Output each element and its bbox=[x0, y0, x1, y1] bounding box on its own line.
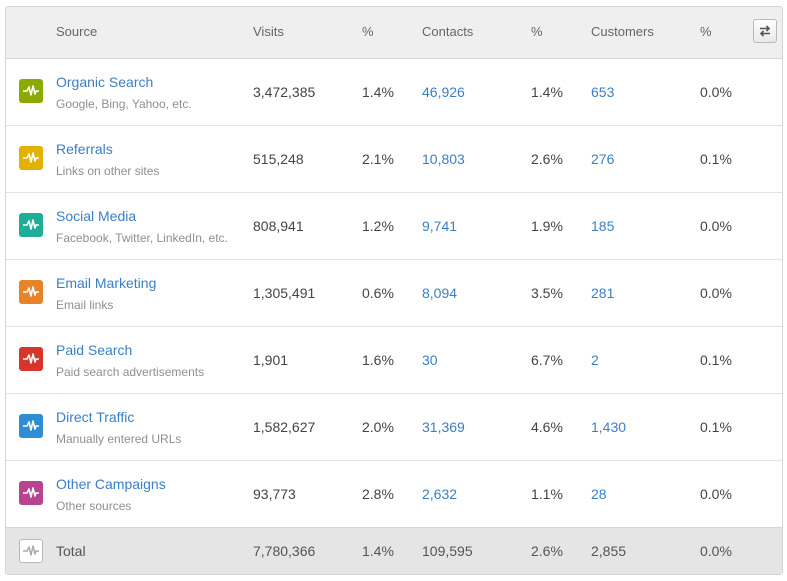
visits-pct-value: 0.6% bbox=[362, 285, 394, 301]
swap-arrows-icon bbox=[759, 25, 771, 37]
source-name-link[interactable]: Paid Search bbox=[56, 342, 133, 358]
pulse-icon bbox=[19, 414, 43, 438]
visits-pct-value: 1.4% bbox=[362, 84, 394, 100]
source-name-link[interactable]: Other Campaigns bbox=[56, 476, 166, 492]
contacts-link[interactable]: 8,094 bbox=[422, 285, 458, 301]
source-name-link[interactable]: Email Marketing bbox=[56, 275, 157, 291]
visits-value: 1,901 bbox=[253, 352, 289, 368]
source-name-link[interactable]: Direct Traffic bbox=[56, 409, 135, 425]
header-contacts[interactable]: Contacts bbox=[422, 24, 474, 39]
contacts-link[interactable]: 46,926 bbox=[422, 84, 465, 100]
header-customers-pct[interactable]: % bbox=[700, 24, 712, 39]
source-description: Paid search advertisements bbox=[56, 365, 205, 379]
total-visits-pct: 1.4% bbox=[362, 543, 394, 559]
customers-link[interactable]: 185 bbox=[591, 218, 615, 234]
table-row: Organic Search Google, Bing, Yahoo, etc.… bbox=[6, 59, 782, 126]
customers-link[interactable]: 2 bbox=[591, 352, 599, 368]
contacts-link[interactable]: 2,632 bbox=[422, 486, 458, 502]
source-description: Manually entered URLs bbox=[56, 432, 182, 446]
swap-columns-button[interactable] bbox=[753, 19, 777, 43]
header-source[interactable]: Source bbox=[56, 24, 98, 39]
table-row: Paid Search Paid search advertisements 1… bbox=[6, 327, 782, 394]
pulse-icon bbox=[19, 79, 43, 103]
contacts-pct-value: 1.1% bbox=[531, 486, 563, 502]
sources-table: Source Visits % Contacts % Customers % O… bbox=[5, 6, 783, 575]
visits-value: 808,941 bbox=[253, 218, 304, 234]
customers-link[interactable]: 276 bbox=[591, 151, 615, 167]
source-name-link[interactable]: Referrals bbox=[56, 141, 113, 157]
visits-pct-value: 1.6% bbox=[362, 352, 394, 368]
pulse-icon bbox=[19, 347, 43, 371]
customers-pct-value: 0.0% bbox=[700, 84, 732, 100]
customers-pct-value: 0.1% bbox=[700, 352, 732, 368]
header-visits-pct[interactable]: % bbox=[362, 24, 374, 39]
contacts-pct-value: 1.4% bbox=[531, 84, 563, 100]
source-name-link[interactable]: Organic Search bbox=[56, 74, 154, 90]
visits-pct-value: 2.1% bbox=[362, 151, 394, 167]
total-contacts: 109,595 bbox=[422, 543, 473, 559]
table-header: Source Visits % Contacts % Customers % bbox=[6, 7, 782, 59]
table-row: Other Campaigns Other sources 93,773 2.8… bbox=[6, 461, 782, 527]
pulse-icon bbox=[19, 146, 43, 170]
contacts-link[interactable]: 9,741 bbox=[422, 218, 458, 234]
visits-value: 93,773 bbox=[253, 486, 296, 502]
visits-value: 1,305,491 bbox=[253, 285, 316, 301]
customers-pct-value: 0.0% bbox=[700, 486, 732, 502]
contacts-pct-value: 3.5% bbox=[531, 285, 563, 301]
visits-value: 3,472,385 bbox=[253, 84, 316, 100]
visits-pct-value: 2.0% bbox=[362, 419, 394, 435]
customers-link[interactable]: 28 bbox=[591, 486, 607, 502]
contacts-link[interactable]: 10,803 bbox=[422, 151, 465, 167]
header-visits[interactable]: Visits bbox=[253, 24, 284, 39]
customers-pct-value: 0.0% bbox=[700, 285, 732, 301]
contacts-pct-value: 4.6% bbox=[531, 419, 563, 435]
visits-pct-value: 1.2% bbox=[362, 218, 394, 234]
pulse-icon bbox=[19, 280, 43, 304]
header-customers[interactable]: Customers bbox=[591, 24, 654, 39]
contacts-pct-value: 2.6% bbox=[531, 151, 563, 167]
customers-link[interactable]: 281 bbox=[591, 285, 615, 301]
total-customers: 2,855 bbox=[591, 543, 627, 559]
customers-pct-value: 0.0% bbox=[700, 218, 732, 234]
total-visits: 7,780,366 bbox=[253, 543, 316, 559]
total-contacts-pct: 2.6% bbox=[531, 543, 563, 559]
table-row: Direct Traffic Manually entered URLs 1,5… bbox=[6, 394, 782, 461]
contacts-pct-value: 6.7% bbox=[531, 352, 563, 368]
total-label: Total bbox=[56, 543, 86, 559]
table-row: Referrals Links on other sites 515,248 2… bbox=[6, 126, 782, 193]
source-name-link[interactable]: Social Media bbox=[56, 208, 137, 224]
header-contacts-pct[interactable]: % bbox=[531, 24, 543, 39]
source-description: Other sources bbox=[56, 499, 132, 513]
total-customers-pct: 0.0% bbox=[700, 543, 732, 559]
customers-pct-value: 0.1% bbox=[700, 151, 732, 167]
table-row: Social Media Facebook, Twitter, LinkedIn… bbox=[6, 193, 782, 260]
contacts-link[interactable]: 30 bbox=[422, 352, 438, 368]
pulse-icon bbox=[19, 539, 43, 563]
visits-value: 1,582,627 bbox=[253, 419, 316, 435]
contacts-pct-value: 1.9% bbox=[531, 218, 563, 234]
visits-pct-value: 2.8% bbox=[362, 486, 394, 502]
pulse-icon bbox=[19, 481, 43, 505]
customers-link[interactable]: 653 bbox=[591, 84, 615, 100]
contacts-link[interactable]: 31,369 bbox=[422, 419, 465, 435]
pulse-icon bbox=[19, 213, 43, 237]
source-description: Email links bbox=[56, 298, 114, 312]
total-row: Total 7,780,366 1.4% 109,595 2.6% 2,855 … bbox=[6, 527, 782, 574]
customers-pct-value: 0.1% bbox=[700, 419, 732, 435]
table-row: Email Marketing Email links 1,305,491 0.… bbox=[6, 260, 782, 327]
source-description: Google, Bing, Yahoo, etc. bbox=[56, 97, 192, 111]
customers-link[interactable]: 1,430 bbox=[591, 419, 627, 435]
source-description: Facebook, Twitter, LinkedIn, etc. bbox=[56, 231, 228, 245]
visits-value: 515,248 bbox=[253, 151, 304, 167]
source-description: Links on other sites bbox=[56, 164, 160, 178]
